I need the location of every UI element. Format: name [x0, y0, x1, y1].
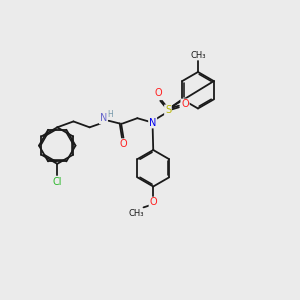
Text: O: O — [149, 197, 157, 207]
Text: CH₃: CH₃ — [190, 51, 206, 60]
Text: O: O — [120, 139, 127, 149]
Text: N: N — [100, 113, 107, 124]
Text: O: O — [181, 99, 189, 110]
Text: CH₃: CH₃ — [128, 209, 144, 218]
Text: N: N — [149, 118, 156, 128]
Text: H: H — [107, 110, 113, 119]
Text: S: S — [165, 105, 171, 115]
Text: O: O — [155, 88, 162, 98]
Text: Cl: Cl — [52, 176, 62, 187]
